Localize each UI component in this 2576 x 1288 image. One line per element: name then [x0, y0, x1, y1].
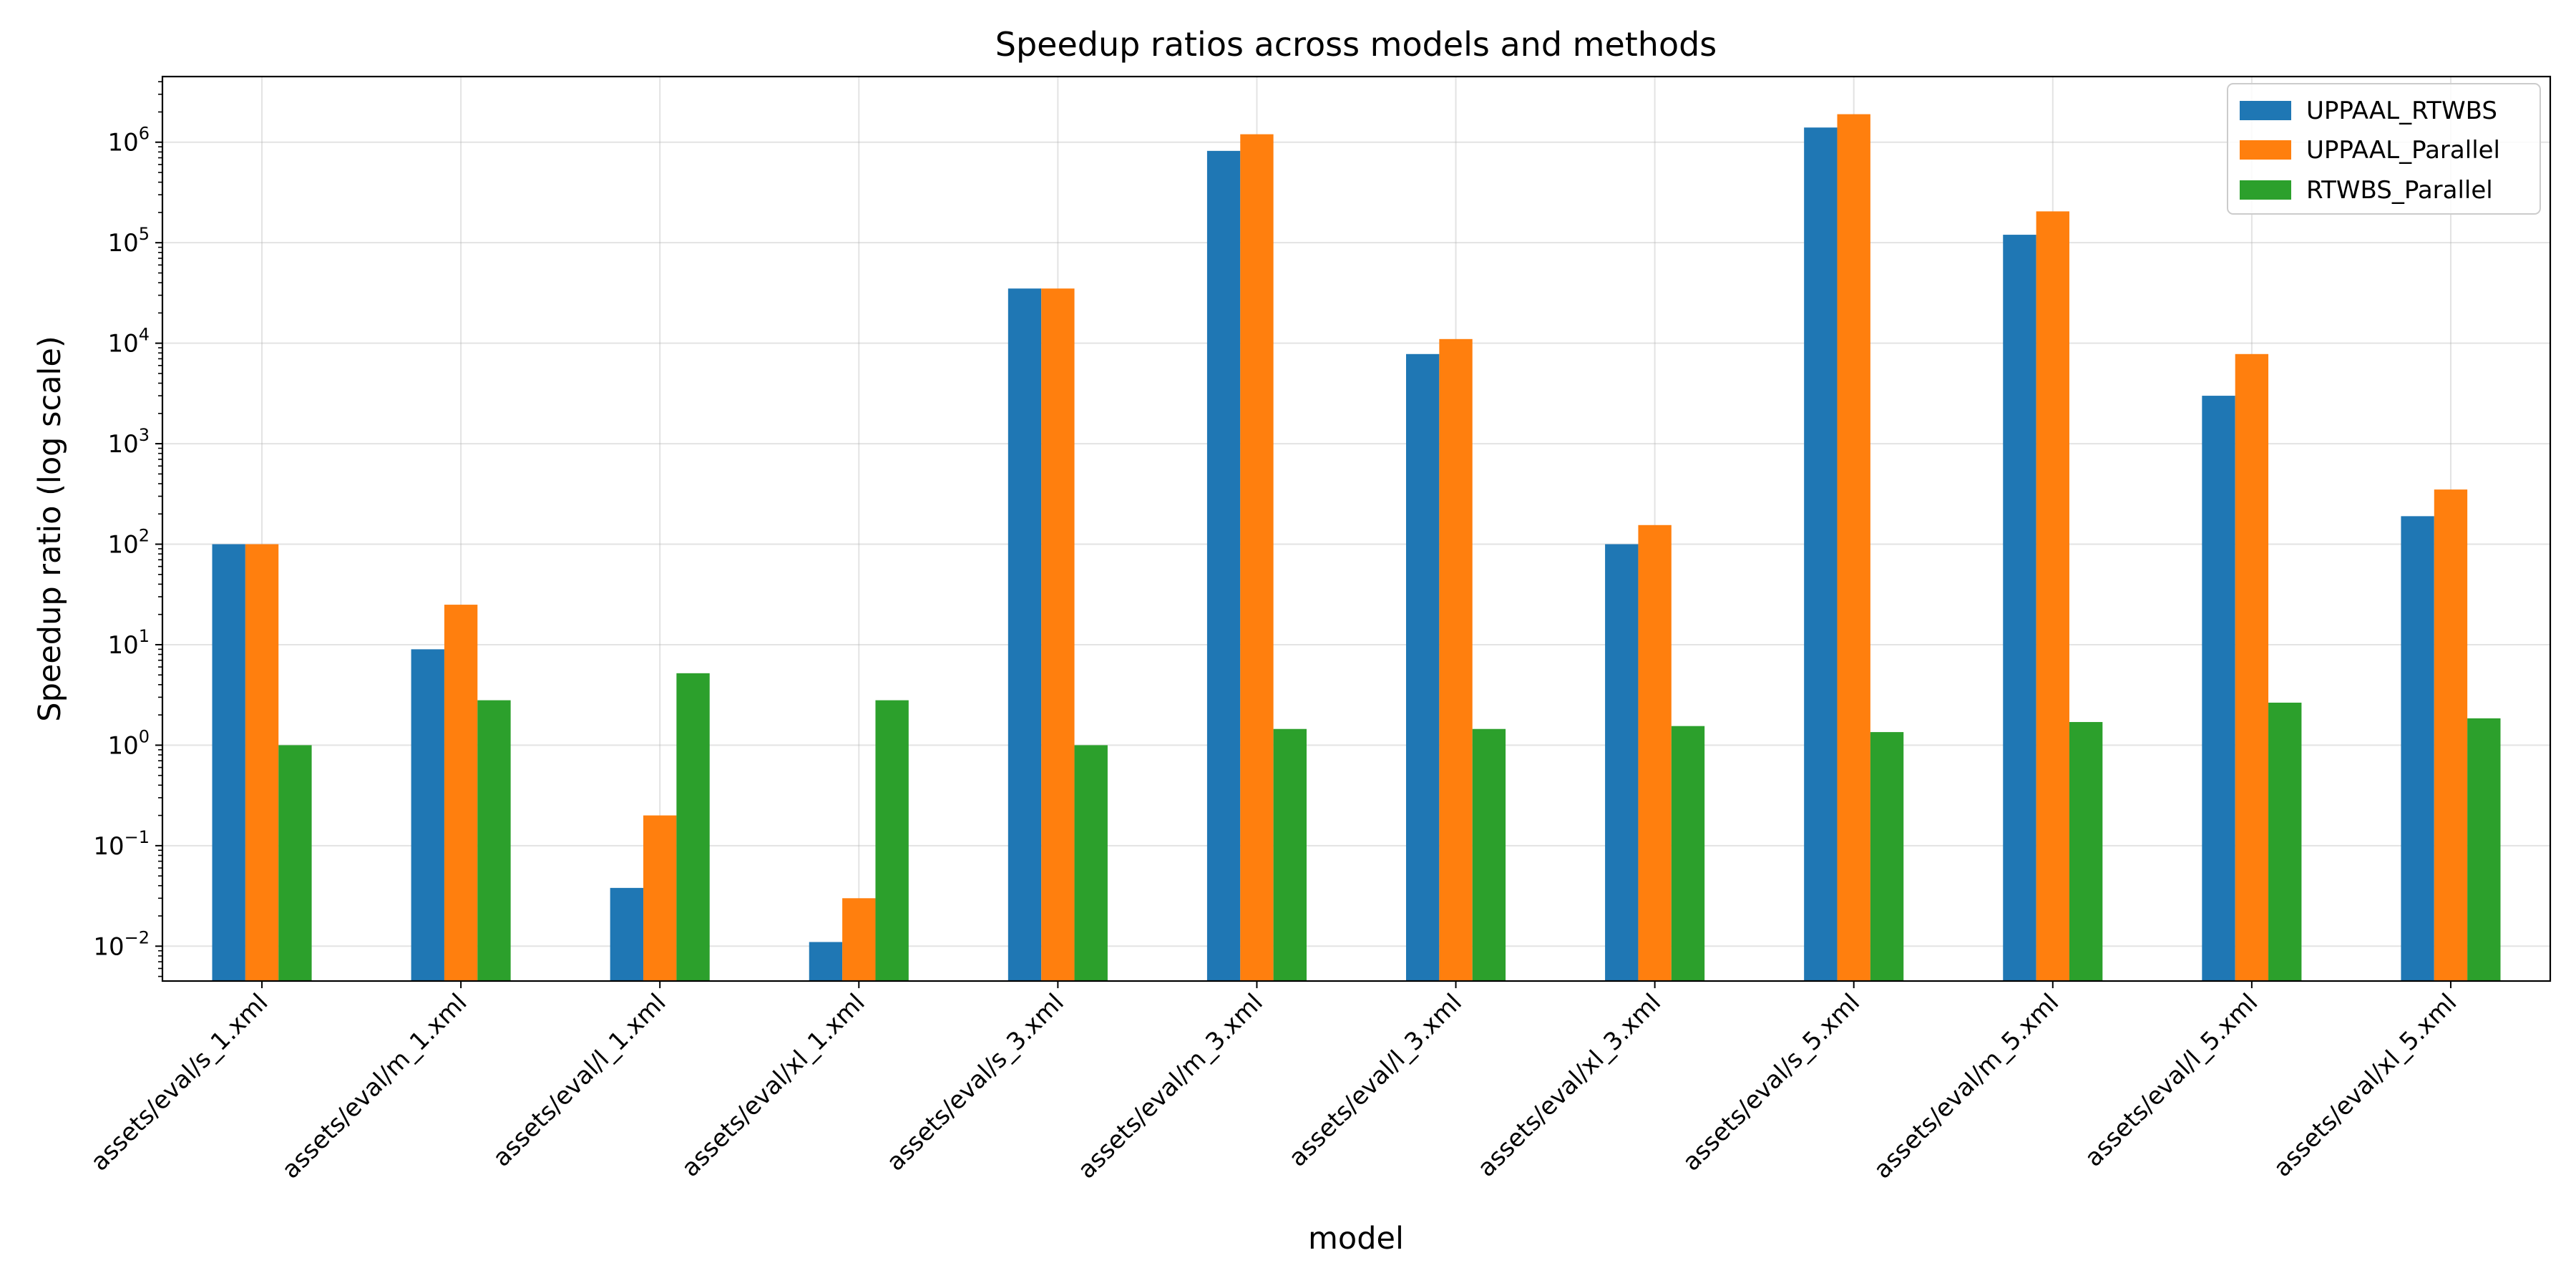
- y-tick-base: 10: [107, 731, 138, 760]
- bar-rtwbs-parallel: [875, 700, 909, 981]
- bar-rtwbs-parallel: [1273, 728, 1307, 981]
- y-tick-base: 10: [107, 631, 138, 660]
- bar-rtwbs-parallel: [1074, 745, 1108, 981]
- legend-label: UPPAAL_Parallel: [2306, 136, 2500, 165]
- bar-rtwbs-parallel: [1870, 732, 1904, 981]
- bar-uppaal-rtwbs: [809, 942, 843, 981]
- bar-uppaal-parallel: [1439, 338, 1473, 982]
- y-tick-exponent: 0: [139, 726, 150, 746]
- legend-label: RTWBS_Parallel: [2306, 176, 2493, 205]
- legend-swatch: [2240, 180, 2291, 200]
- y-tick-label: 106: [107, 124, 150, 157]
- y-tick-label: 10−2: [93, 927, 150, 961]
- bar-uppaal-rtwbs: [2003, 235, 2036, 981]
- y-tick-label: 101: [107, 626, 150, 660]
- legend-swatch: [2240, 101, 2291, 120]
- legend-label: UPPAAL_RTWBS: [2306, 97, 2497, 125]
- bar-uppaal-parallel: [2036, 211, 2069, 982]
- y-tick-exponent: −1: [125, 827, 150, 847]
- bar-uppaal-parallel: [1041, 288, 1075, 981]
- bars: [212, 114, 2501, 982]
- bar-uppaal-parallel: [444, 605, 478, 981]
- y-tick-label: 102: [107, 526, 150, 560]
- y-tick-base: 10: [107, 229, 138, 258]
- legend-swatch: [2240, 140, 2291, 160]
- bar-uppaal-rtwbs: [1008, 288, 1042, 981]
- y-tick-base: 10: [93, 832, 124, 861]
- bar-rtwbs-parallel: [2467, 718, 2501, 981]
- legend: UPPAAL_RTWBS UPPAAL_Parallel RTWBS_Paral…: [2227, 83, 2541, 215]
- y-axis-label: Speedup ratio (log scale): [32, 336, 68, 721]
- bar-uppaal-rtwbs: [2202, 396, 2235, 981]
- bar-rtwbs-parallel: [676, 673, 710, 981]
- bar-rtwbs-parallel: [1671, 726, 1705, 981]
- bar-uppaal-rtwbs: [1406, 353, 1440, 981]
- y-tick-base: 10: [107, 531, 138, 560]
- bar-rtwbs-parallel: [2069, 722, 2103, 981]
- bar-uppaal-rtwbs: [411, 649, 444, 981]
- bar-uppaal-parallel: [1638, 525, 1672, 981]
- bar-uppaal-rtwbs: [1804, 127, 1838, 982]
- y-tick-label: 104: [107, 325, 150, 358]
- y-tick-base: 10: [107, 330, 138, 358]
- bar-uppaal-parallel: [245, 544, 279, 981]
- legend-frame: [2227, 83, 2541, 215]
- y-tick-base: 10: [107, 430, 138, 459]
- bar-rtwbs-parallel: [477, 700, 511, 981]
- y-tick-exponent: 1: [139, 626, 150, 646]
- chart-title: Speedup ratios across models and methods: [995, 25, 1717, 64]
- y-tick-exponent: 2: [139, 526, 150, 546]
- bar-uppaal-parallel: [2434, 489, 2468, 981]
- y-tick-exponent: 4: [139, 325, 150, 345]
- x-axis-label: model: [1308, 1221, 1404, 1257]
- y-tick-label: 10−1: [93, 827, 150, 861]
- bar-uppaal-parallel: [643, 815, 677, 981]
- bar-uppaal-rtwbs: [212, 544, 245, 981]
- y-tick-label: 100: [107, 726, 150, 760]
- y-tick-base: 10: [107, 129, 138, 157]
- bar-rtwbs-parallel: [278, 745, 312, 981]
- y-tick-exponent: 6: [139, 124, 150, 144]
- bar-uppaal-rtwbs: [610, 887, 644, 981]
- y-tick-label: 105: [107, 224, 150, 258]
- y-tick-exponent: 5: [139, 224, 150, 244]
- bar-uppaal-rtwbs: [1605, 544, 1639, 981]
- bar-uppaal-parallel: [2235, 353, 2269, 981]
- bar-rtwbs-parallel: [2268, 702, 2302, 981]
- bar-uppaal-rtwbs: [1206, 150, 1241, 981]
- y-tick-exponent: 3: [139, 425, 150, 445]
- y-tick-label: 103: [107, 425, 150, 459]
- bar-rtwbs-parallel: [1472, 728, 1506, 981]
- y-tick-base: 10: [93, 932, 124, 961]
- y-tick-exponent: −2: [125, 927, 150, 947]
- plot-frame: [161, 75, 2552, 982]
- bar-uppaal-rtwbs: [2401, 516, 2434, 981]
- bar-uppaal-parallel: [842, 898, 876, 981]
- bar-uppaal-parallel: [1837, 114, 1870, 981]
- bar-uppaal-parallel: [1240, 134, 1274, 981]
